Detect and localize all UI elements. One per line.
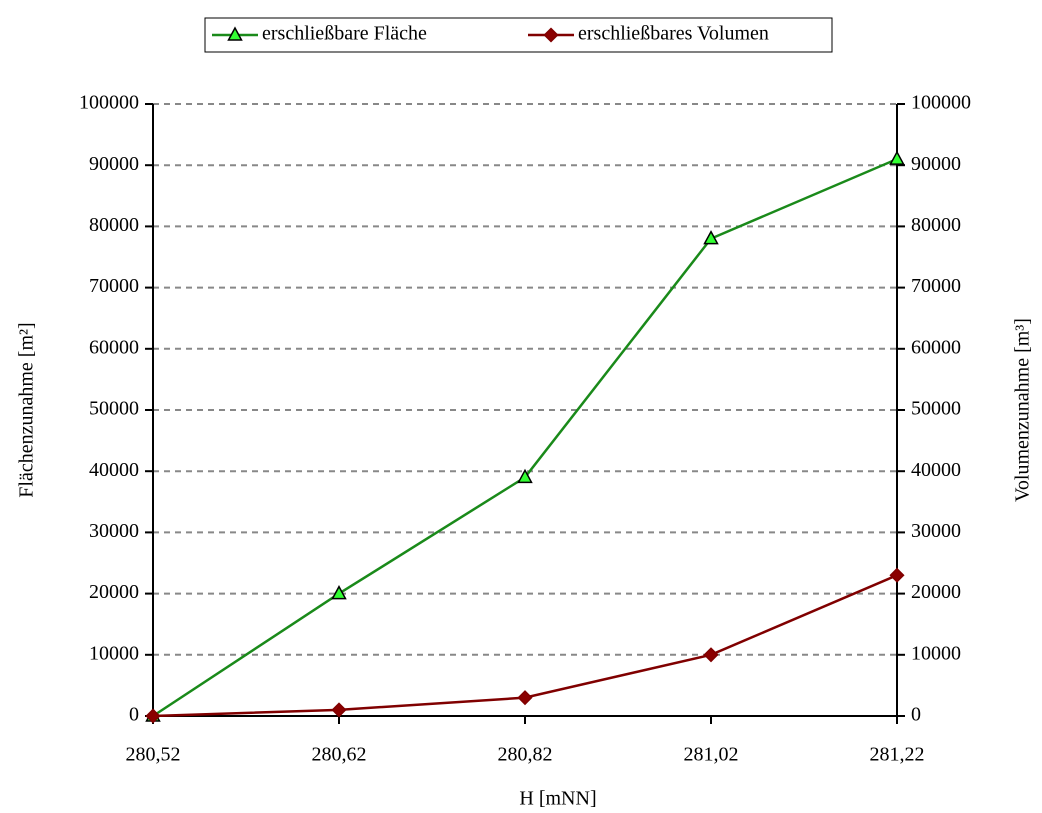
y2-tick-label: 20000 xyxy=(911,581,961,603)
x-axis-label: H [mNN] xyxy=(519,788,596,810)
y2-tick-label: 40000 xyxy=(911,459,961,481)
data-point xyxy=(331,585,347,600)
y2-tick-label: 80000 xyxy=(911,214,961,236)
y-tick-label: 60000 xyxy=(89,336,139,358)
y-tick-label: 80000 xyxy=(89,214,139,236)
y-axis-label: Flächenzunahme [m²] xyxy=(16,322,38,497)
y-tick-label: 30000 xyxy=(89,520,139,542)
y2-tick-label: 0 xyxy=(911,704,921,726)
y-tick-label: 100000 xyxy=(79,92,139,114)
legend-box xyxy=(204,17,833,53)
y2-tick-label: 10000 xyxy=(911,642,961,664)
data-point xyxy=(145,708,161,724)
y-tick-label: 50000 xyxy=(89,398,139,420)
y-tick-label: 70000 xyxy=(89,275,139,297)
data-point xyxy=(703,647,719,663)
legend-marker xyxy=(543,27,559,43)
x-tick-label: 280,62 xyxy=(312,744,367,766)
series-line xyxy=(152,157,898,718)
x-tick-label: 280,52 xyxy=(126,744,181,766)
legend-label: erschließbares Volumen xyxy=(578,23,769,45)
y-tick-label: 90000 xyxy=(89,153,139,175)
data-point xyxy=(889,150,905,165)
y-tick-label: 10000 xyxy=(89,642,139,664)
y-tick-label: 20000 xyxy=(89,581,139,603)
y2-tick-label: 60000 xyxy=(911,336,961,358)
data-point xyxy=(703,230,719,245)
data-point xyxy=(517,690,533,706)
y2-tick-label: 70000 xyxy=(911,275,961,297)
y-tick-label: 40000 xyxy=(89,459,139,481)
data-point xyxy=(331,702,347,718)
y-tick-label: 0 xyxy=(129,704,139,726)
data-point xyxy=(889,567,905,583)
x-tick-label: 281,22 xyxy=(870,744,925,766)
x-tick-label: 280,82 xyxy=(498,744,553,766)
legend-marker xyxy=(227,26,243,41)
x-tick-label: 281,02 xyxy=(684,744,739,766)
y2-tick-label: 90000 xyxy=(911,153,961,175)
y2-axis-label: Volumenzunahme [m³] xyxy=(1012,318,1034,502)
y2-tick-label: 50000 xyxy=(911,398,961,420)
legend-label: erschließbare Fläche xyxy=(262,23,427,45)
data-point xyxy=(517,468,533,484)
y2-tick-label: 30000 xyxy=(911,520,961,542)
y2-tick-label: 100000 xyxy=(911,92,971,114)
